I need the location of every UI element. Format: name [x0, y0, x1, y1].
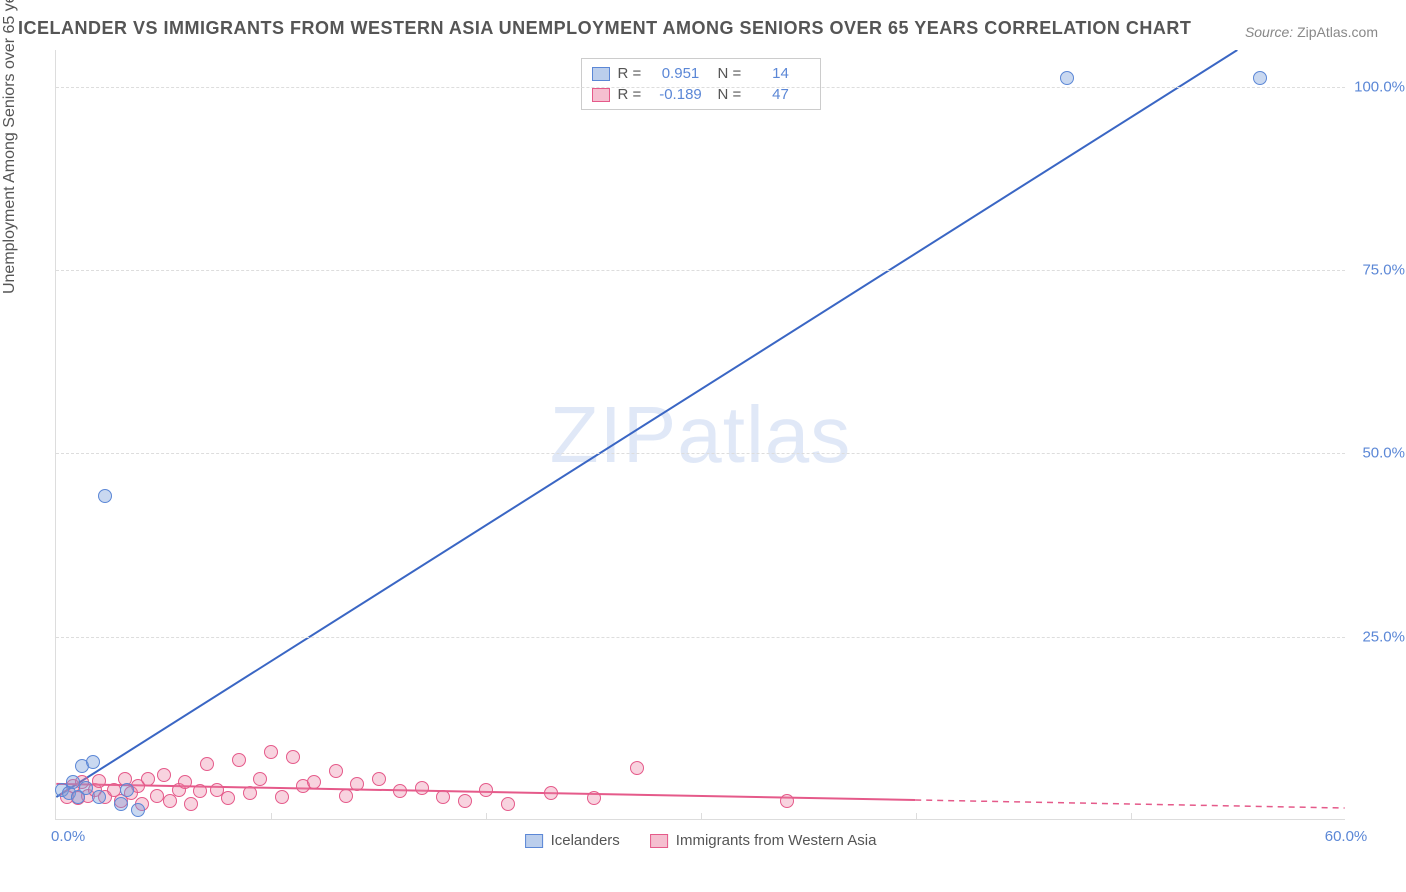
y-axis-label: Unemployment Among Seniors over 65 years	[1, 0, 19, 294]
data-point	[436, 790, 450, 804]
y-tick-label: 50.0%	[1362, 445, 1405, 462]
data-point	[544, 786, 558, 800]
data-point	[79, 781, 93, 795]
data-point	[1253, 71, 1267, 85]
series-legend: Icelanders Immigrants from Western Asia	[525, 832, 877, 849]
data-point	[253, 772, 267, 786]
correlation-legend: R = 0.951 N = 14 R = -0.189 N = 47	[581, 58, 821, 110]
data-point	[307, 775, 321, 789]
x-minor-tick	[701, 813, 702, 819]
data-point	[393, 784, 407, 798]
watermark: ZIPatlas	[550, 389, 851, 481]
source-attribution: Source: ZipAtlas.com	[1245, 24, 1378, 40]
data-point	[92, 774, 106, 788]
data-point	[150, 789, 164, 803]
data-point	[479, 783, 493, 797]
n-label: N =	[718, 86, 744, 103]
data-point	[141, 772, 155, 786]
data-point	[501, 797, 515, 811]
data-point	[780, 794, 794, 808]
data-point	[415, 781, 429, 795]
source-name: ZipAtlas.com	[1297, 24, 1378, 40]
blue-r-value: 0.951	[652, 65, 710, 82]
data-point	[184, 797, 198, 811]
data-point	[286, 750, 300, 764]
x-minor-tick	[1131, 813, 1132, 819]
legend-label-blue: Icelanders	[551, 832, 620, 849]
data-point	[339, 789, 353, 803]
data-point	[200, 757, 214, 771]
data-point	[372, 772, 386, 786]
x-minor-tick	[271, 813, 272, 819]
data-point	[275, 790, 289, 804]
y-tick-label: 25.0%	[1362, 628, 1405, 645]
legend-item-blue: Icelanders	[525, 832, 620, 849]
data-point	[98, 489, 112, 503]
data-point	[114, 797, 128, 811]
data-point	[120, 783, 134, 797]
pink-r-value: -0.189	[652, 86, 710, 103]
x-minor-tick	[916, 813, 917, 819]
swatch-blue-icon	[525, 834, 543, 848]
data-point	[86, 755, 100, 769]
x-minor-tick	[486, 813, 487, 819]
pink-n-value: 47	[752, 86, 810, 103]
data-point	[350, 777, 364, 791]
legend-label-pink: Immigrants from Western Asia	[676, 832, 877, 849]
gridline-h	[56, 453, 1345, 454]
data-point	[458, 794, 472, 808]
gridline-h	[56, 637, 1345, 638]
n-label: N =	[718, 65, 744, 82]
r-label: R =	[618, 86, 644, 103]
r-label: R =	[618, 65, 644, 82]
plot-area: ZIPatlas R = 0.951 N = 14 R = -0.189 N =…	[55, 50, 1345, 820]
origin-label: 0.0%	[51, 828, 85, 845]
swatch-pink-icon	[650, 834, 668, 848]
data-point	[92, 790, 106, 804]
legend-item-pink: Immigrants from Western Asia	[650, 832, 877, 849]
blue-n-value: 14	[752, 65, 810, 82]
data-point	[157, 768, 171, 782]
gridline-h	[56, 270, 1345, 271]
chart-title: ICELANDER VS IMMIGRANTS FROM WESTERN ASI…	[18, 18, 1191, 39]
data-point	[232, 753, 246, 767]
legend-row-blue: R = 0.951 N = 14	[592, 63, 810, 84]
data-point	[329, 764, 343, 778]
data-point	[264, 745, 278, 759]
data-point	[66, 775, 80, 789]
data-point	[587, 791, 601, 805]
trend-lines	[56, 50, 1345, 819]
y-tick-label: 100.0%	[1354, 78, 1405, 95]
gridline-h	[56, 87, 1345, 88]
data-point	[243, 786, 257, 800]
swatch-pink-icon	[592, 88, 610, 102]
data-point	[221, 791, 235, 805]
data-point	[178, 775, 192, 789]
data-point	[630, 761, 644, 775]
data-point	[1060, 71, 1074, 85]
y-tick-label: 75.0%	[1362, 262, 1405, 279]
data-point	[131, 803, 145, 817]
x-tick-label: 60.0%	[1325, 828, 1368, 845]
source-prefix: Source:	[1245, 24, 1297, 40]
swatch-blue-icon	[592, 67, 610, 81]
data-point	[193, 784, 207, 798]
